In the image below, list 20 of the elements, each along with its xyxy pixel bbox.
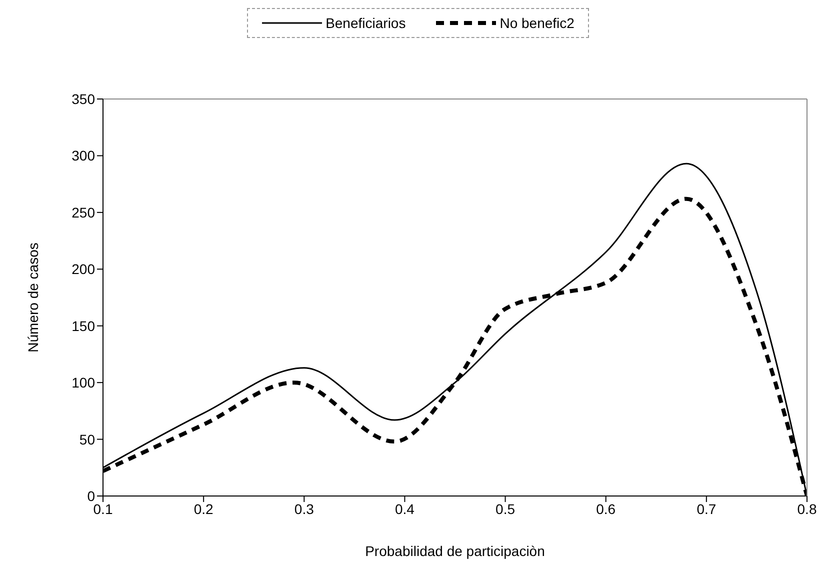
x-tick-label: 0.3 xyxy=(294,500,314,517)
x-tick-label: 0.2 xyxy=(194,500,214,517)
x-tick-label: 0.1 xyxy=(93,500,113,517)
y-tick-label: 0 xyxy=(87,488,96,504)
x-tick-label: 0.6 xyxy=(596,500,616,517)
x-axis-title: Probabilidad de participaciòn xyxy=(365,543,545,559)
x-tick-label: 0.8 xyxy=(797,500,817,517)
y-tick-label: 250 xyxy=(72,204,96,220)
x-tick-label: 0.5 xyxy=(496,500,516,517)
y-tick-label: 100 xyxy=(72,374,96,391)
legend-label: Beneficiarios xyxy=(324,15,406,31)
y-axis-title: Número de casos xyxy=(24,242,41,352)
x-tick-label: 0.4 xyxy=(394,500,415,517)
y-tick-label: 200 xyxy=(72,261,96,278)
y-tick-label: 150 xyxy=(72,318,96,334)
y-tick-label: 350 xyxy=(72,90,96,107)
x-tick-label: 0.7 xyxy=(696,500,716,517)
y-tick-label: 300 xyxy=(72,148,96,164)
y-tick-label: 50 xyxy=(79,431,96,448)
legend-label: No benefic2 xyxy=(498,15,574,31)
